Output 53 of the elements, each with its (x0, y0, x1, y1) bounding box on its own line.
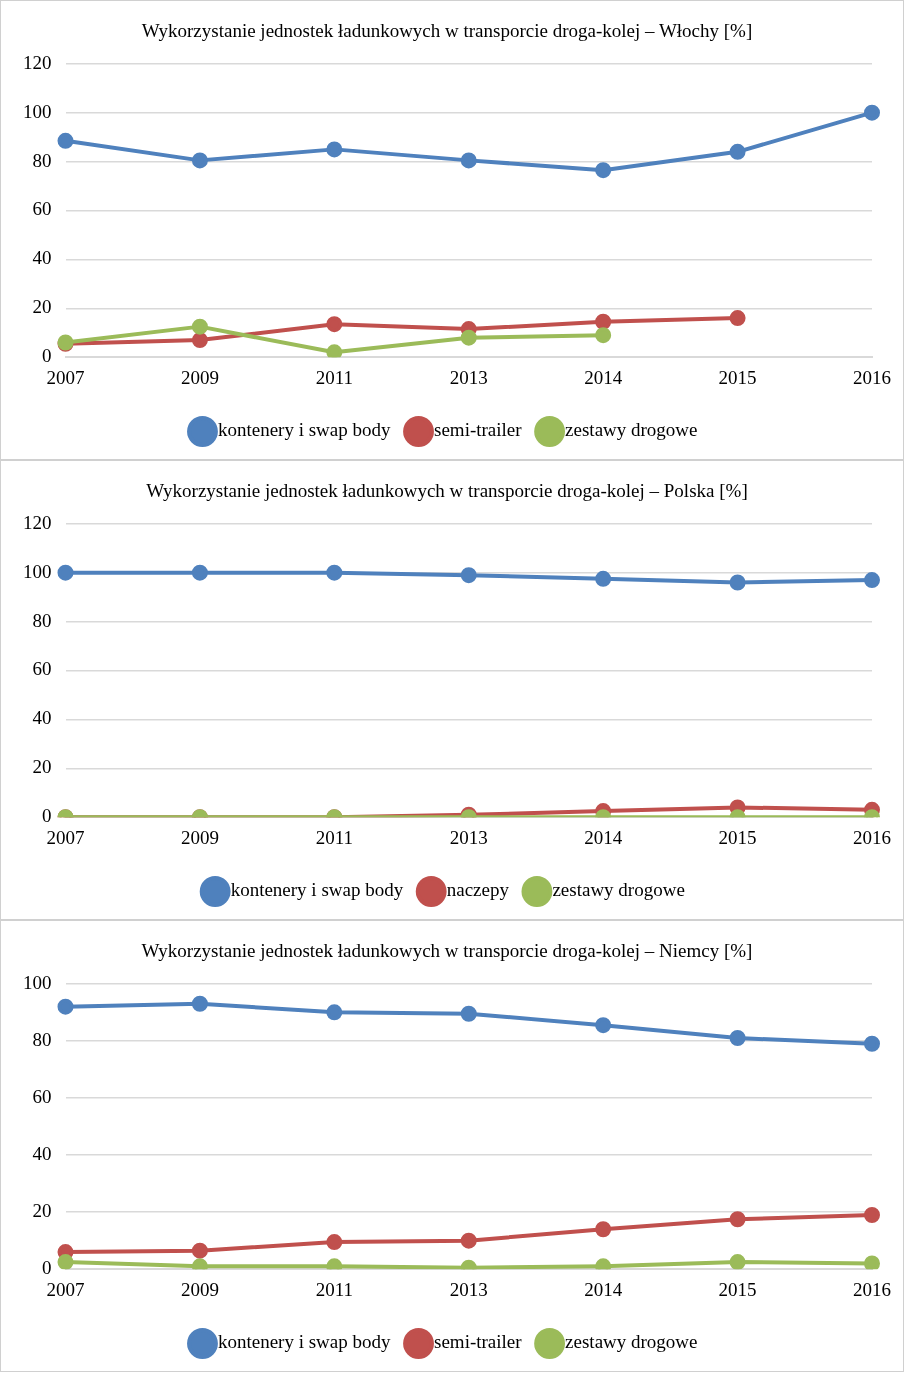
y-tick-label: 0 (42, 345, 52, 367)
y-tick-label: 20 (32, 756, 52, 778)
y-tick-label: 100 (23, 100, 52, 122)
chart-title: Wykorzystanie jednostek ładunkowych w transporcie droga-kolej – Niemcy [%] (141, 940, 753, 962)
y-tick-label: 120 (23, 51, 52, 73)
legend-label: kontenery i swap body (217, 1331, 392, 1353)
y-tick-label: 80 (32, 149, 52, 171)
x-tick-label: 2011 (315, 366, 353, 388)
x-tick-label: 2015 (718, 366, 757, 388)
y-tick-label: 60 (32, 658, 52, 680)
y-tick-label: 80 (32, 1028, 52, 1050)
x-tick-label: 2014 (584, 826, 623, 848)
y-tick-label: 40 (32, 247, 52, 269)
legend-label: zestawy drogowe (565, 419, 698, 441)
y-tick-label: 100 (23, 560, 52, 582)
x-tick-label: 2009 (180, 826, 219, 848)
y-tick-label: 120 (23, 511, 52, 533)
y-tick-label: 40 (32, 1143, 52, 1165)
x-tick-label: 2011 (315, 826, 353, 848)
x-tick-label: 2014 (584, 1278, 623, 1300)
x-tick-label: 2007 (46, 366, 85, 388)
legend-label: zestawy drogowe (552, 879, 685, 901)
y-tick-label: 0 (42, 805, 52, 827)
chart-title: Wykorzystanie jednostek ładunkowych w transporcie droga-kolej – Polska [%] (146, 480, 748, 502)
x-tick-label: 2013 (449, 366, 488, 388)
legend-label: semi-trailer (434, 1331, 523, 1353)
x-tick-label: 2015 (718, 1278, 757, 1300)
y-tick-label: 40 (32, 707, 52, 729)
legend-label: kontenery i swap body (230, 879, 404, 901)
x-tick-label: 2011 (315, 1278, 353, 1300)
y-tick-label: 60 (32, 198, 52, 220)
y-tick-label: 80 (32, 609, 52, 631)
x-tick-label: 2009 (180, 366, 219, 388)
legend-label: semi-trailer (434, 419, 523, 441)
y-tick-label: 100 (23, 971, 52, 993)
x-tick-label: 2016 (853, 366, 891, 388)
legend-label: kontenery i swap body (217, 419, 392, 441)
y-tick-label: 0 (42, 1257, 52, 1279)
x-tick-label: 2007 (46, 1278, 85, 1300)
x-tick-label: 2009 (180, 1278, 219, 1300)
x-tick-label: 2013 (449, 1278, 488, 1300)
chart-title: Wykorzystanie jednostek ładunkowych w transporcie droga-kolej – Włochy [%] (141, 20, 753, 42)
x-tick-label: 2016 (853, 826, 891, 848)
legend-label: naczepy (446, 879, 510, 901)
legend-label: zestawy drogowe (565, 1331, 698, 1353)
x-tick-label: 2014 (584, 366, 623, 388)
y-tick-label: 20 (32, 296, 52, 318)
y-tick-label: 20 (32, 1200, 52, 1222)
x-tick-label: 2015 (718, 826, 757, 848)
y-tick-label: 60 (32, 1085, 52, 1107)
x-tick-label: 2013 (449, 826, 488, 848)
x-tick-label: 2007 (46, 826, 85, 848)
x-tick-label: 2016 (853, 1278, 891, 1300)
